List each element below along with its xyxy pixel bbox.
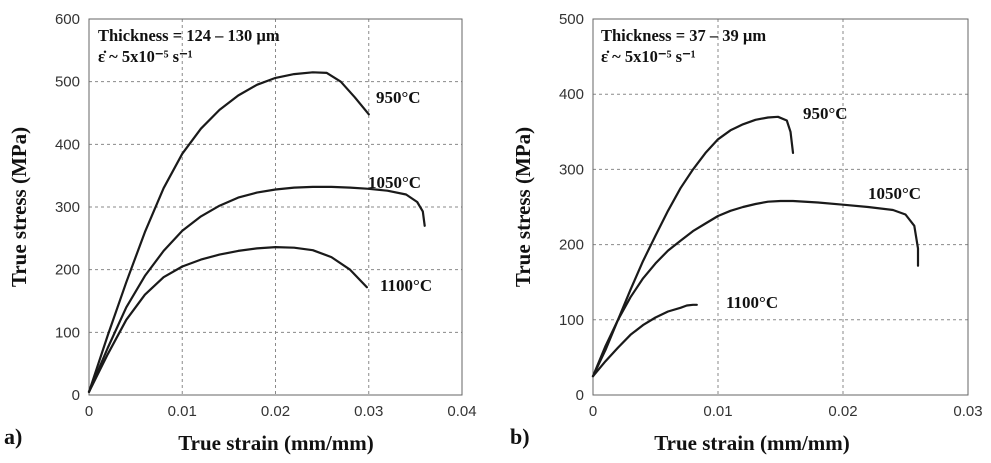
y-tick-label: 500	[55, 74, 80, 91]
series-label: 1100°C	[380, 276, 432, 295]
plot-frame	[88, 18, 463, 396]
strain-rate-annotation: ε̇ ~ 5x10⁻⁵ s⁻¹	[98, 47, 193, 66]
y-tick-label: 100	[559, 312, 584, 329]
series-line-950c	[87, 71, 370, 393]
x-tick-label: 0.01	[168, 403, 197, 420]
x-tick-label: 0	[85, 403, 93, 420]
y-tick-label: 300	[559, 161, 584, 178]
y-tick-label: 0	[72, 387, 80, 404]
series-line-1100c	[591, 303, 698, 378]
x-tick-label: 0.03	[354, 403, 383, 420]
plot-frame	[592, 18, 969, 396]
chart-panel-a: 0 0.01 0.02 0.03 0.04 0 100 200 300 400 500 600 950°…	[4, 11, 477, 455]
y-tick-label: 400	[559, 86, 584, 103]
y-tick-label: 500	[559, 11, 584, 28]
x-tick-label: 0.02	[828, 403, 857, 420]
y-tick-label: 100	[55, 324, 80, 341]
y-tick-label: 300	[55, 199, 80, 216]
series-line-1050c	[591, 199, 920, 378]
series-label: 1050°C	[368, 173, 421, 192]
series-label: 950°C	[376, 88, 421, 107]
series-label: 1100°C	[726, 293, 778, 312]
panel-tag: b)	[510, 424, 530, 449]
series-line-1100c	[87, 246, 368, 393]
x-tick-label: 0.01	[703, 403, 732, 420]
thickness-annotation: Thickness = 37 – 39 µm	[601, 26, 766, 45]
y-tick-label: 200	[559, 237, 584, 254]
series-line-1050c	[87, 185, 426, 393]
chart-panel-b: 0 0.01 0.02 0.03 0 100 200 300 400 500 950°C 1050°C…	[510, 11, 983, 455]
panel-tag: a)	[4, 424, 22, 449]
series-label: 950°C	[803, 104, 848, 123]
y-axis-title: True stress (MPa)	[7, 127, 31, 287]
x-axis-title: True strain (mm/mm)	[654, 431, 850, 455]
series-label: 1050°C	[868, 184, 921, 203]
x-tick-label: 0.02	[261, 403, 290, 420]
y-axis-title: True stress (MPa)	[511, 127, 535, 287]
x-axis-title: True strain (mm/mm)	[178, 431, 374, 455]
strain-rate-annotation: ε̇ ~ 5x10⁻⁵ s⁻¹	[601, 47, 696, 66]
y-tick-label: 200	[55, 262, 80, 279]
y-tick-label: 0	[576, 387, 584, 404]
y-tick-label: 400	[55, 136, 80, 153]
y-tick-label: 600	[55, 11, 80, 28]
thickness-annotation: Thickness = 124 – 130 µm	[98, 26, 280, 45]
x-tick-label: 0	[589, 403, 597, 420]
x-tick-label: 0.04	[447, 403, 476, 420]
x-tick-label: 0.03	[953, 403, 982, 420]
series-line-950c	[591, 115, 795, 378]
